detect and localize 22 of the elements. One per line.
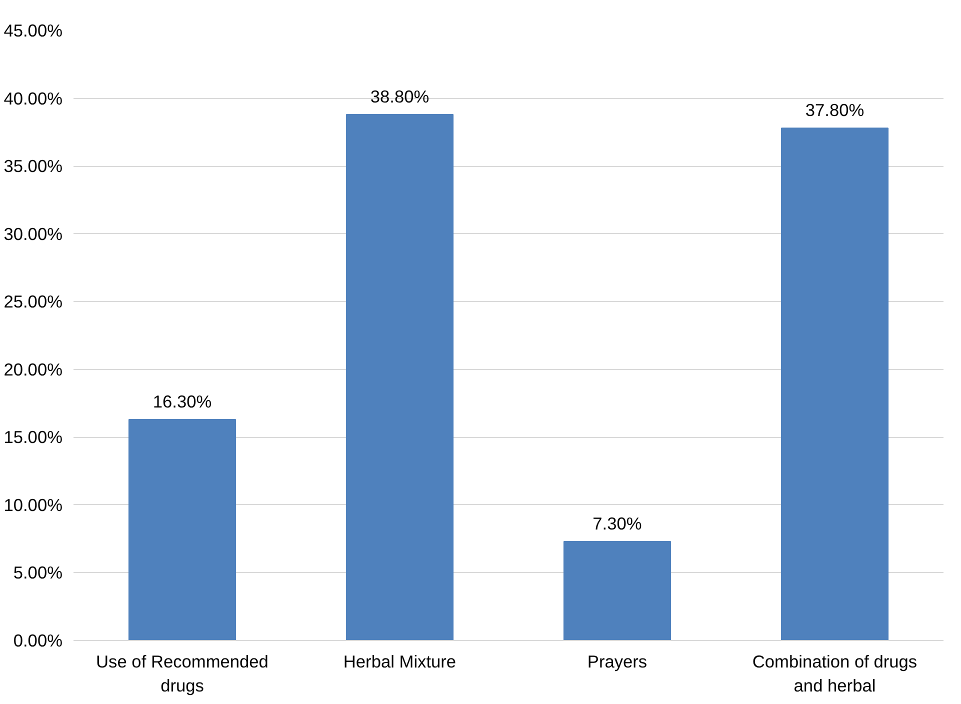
y-tick-label: 30.00%	[4, 224, 63, 244]
bar	[346, 114, 454, 640]
data-label: 37.80%	[805, 100, 864, 120]
x-tick-label: Herbal Mixture	[343, 652, 456, 672]
x-tick-label: Prayers	[587, 652, 648, 672]
y-tick-label: 45.00%	[4, 20, 63, 40]
data-label: 16.30%	[152, 392, 212, 412]
bar	[128, 419, 236, 640]
data-label: 38.80%	[370, 86, 430, 107]
data-label: 7.30%	[592, 514, 642, 534]
y-tick-label: 20.00%	[4, 359, 63, 380]
y-tick-label: 5.00%	[13, 562, 63, 583]
y-tick-label: 0.00%	[13, 630, 63, 650]
y-tick-label: 35.00%	[4, 156, 63, 176]
x-tick-label: Combination of drugs and herbal	[752, 652, 918, 696]
y-tick-label: 40.00%	[4, 88, 63, 108]
bar	[780, 128, 889, 640]
bar	[563, 541, 672, 640]
y-tick-label: 15.00%	[4, 427, 63, 448]
y-tick-label: 25.00%	[4, 292, 63, 312]
x-tick-label: Use of Recommended drugs	[96, 652, 268, 696]
y-tick-label: 10.00%	[4, 494, 63, 515]
